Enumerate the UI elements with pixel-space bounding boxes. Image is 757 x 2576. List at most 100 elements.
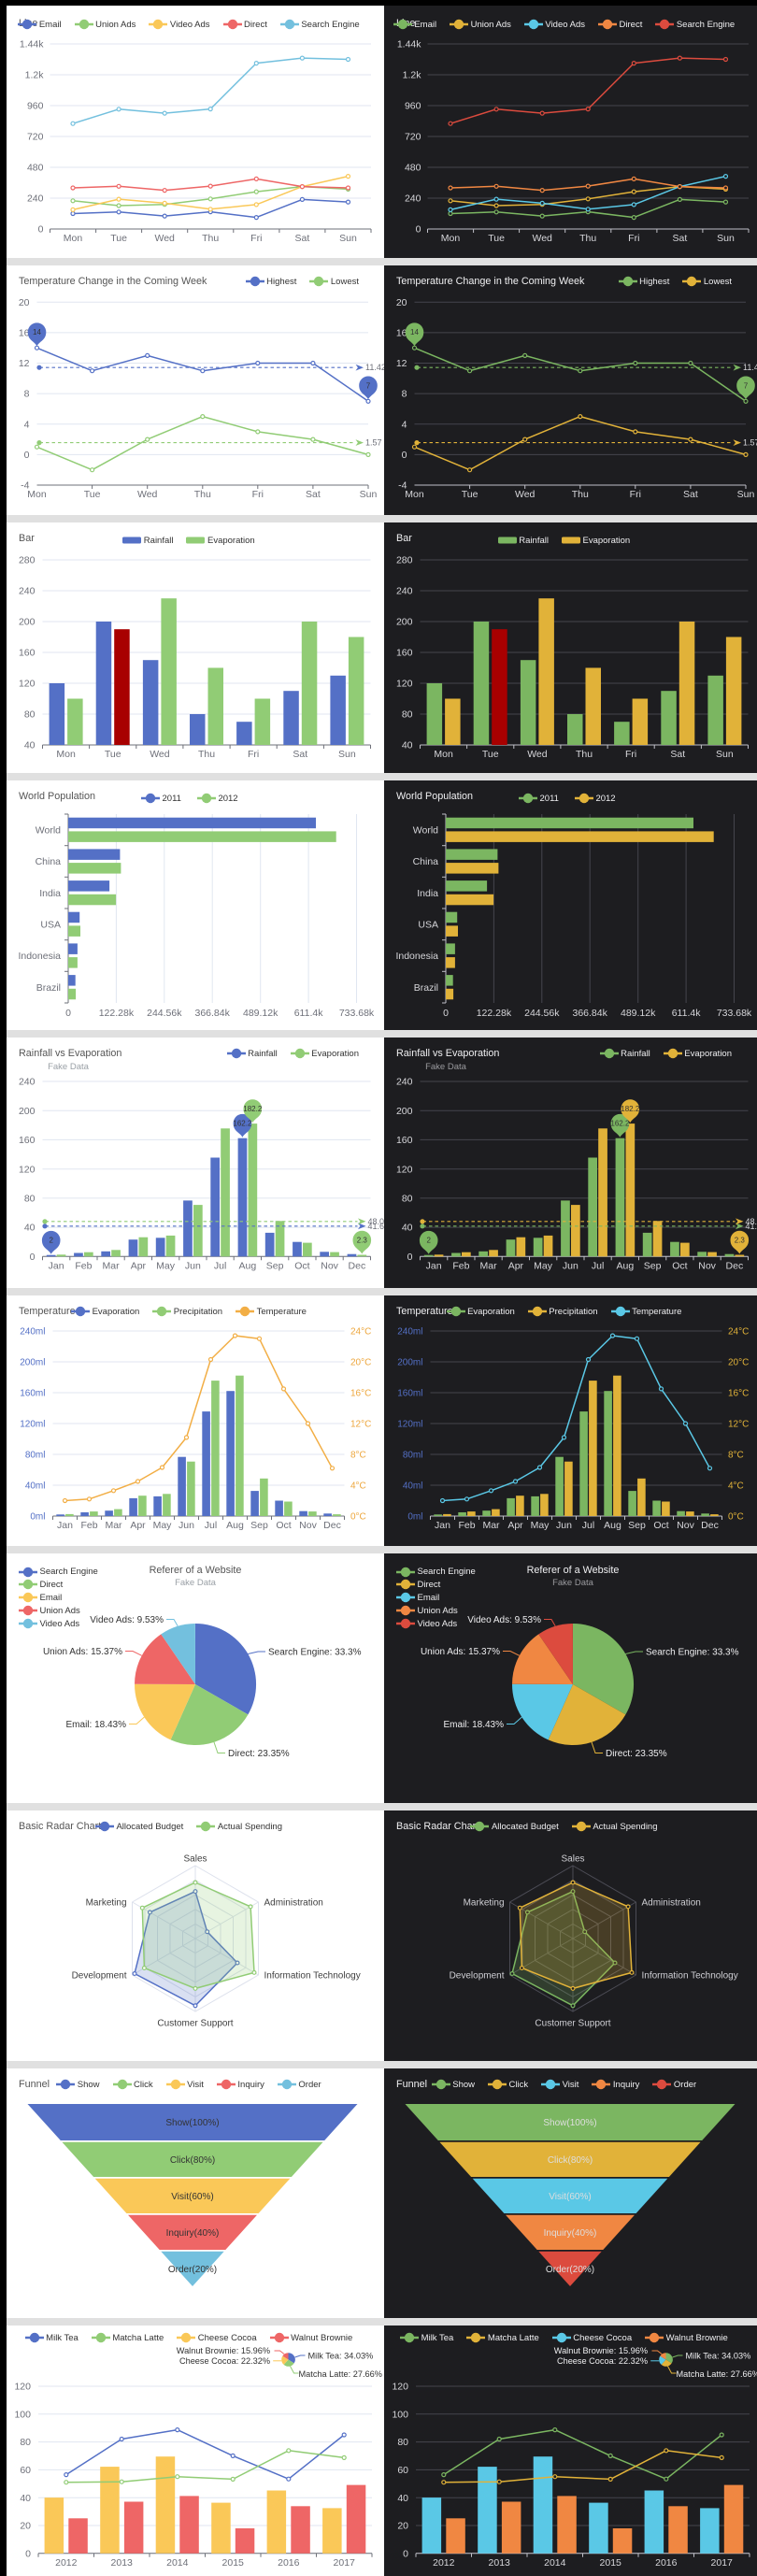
svg-text:20°C: 20°C: [350, 1358, 371, 1368]
svg-text:4: 4: [402, 419, 407, 430]
svg-text:489.12k: 489.12k: [621, 1008, 656, 1019]
svg-text:1.44k: 1.44k: [20, 39, 44, 50]
svg-text:Mar: Mar: [103, 1260, 121, 1271]
svg-text:20: 20: [397, 2521, 408, 2532]
svg-text:240ml: 240ml: [397, 1327, 422, 1338]
svg-text:Jan: Jan: [426, 1260, 442, 1271]
svg-text:Sep: Sep: [628, 1520, 646, 1531]
svg-text:733.68k: 733.68k: [717, 1008, 752, 1019]
svg-text:Click(80%): Click(80%): [548, 2155, 593, 2166]
svg-text:20°C: 20°C: [728, 1358, 749, 1368]
svg-text:Aug: Aug: [239, 1260, 257, 1271]
svg-text:Jan: Jan: [435, 1520, 450, 1531]
svg-text:Brazil: Brazil: [36, 982, 61, 994]
svg-text:Cheese Cocoa: 22.32%: Cheese Cocoa: 22.32%: [179, 2356, 270, 2366]
svg-text:Wed: Wed: [150, 749, 170, 760]
svg-text:Fri: Fri: [252, 489, 264, 500]
svg-text:Show(100%): Show(100%): [543, 2118, 596, 2128]
svg-text:2015: 2015: [600, 2557, 622, 2569]
svg-text:USA: USA: [40, 919, 61, 930]
svg-text:162.2: 162.2: [233, 1120, 252, 1128]
svg-text:China: China: [36, 856, 62, 867]
svg-text:Sales: Sales: [561, 1853, 584, 1864]
svg-text:Tue: Tue: [110, 233, 127, 244]
svg-text:2016: 2016: [278, 2557, 300, 2569]
svg-text:May: May: [153, 1520, 173, 1531]
svg-text:41.63: 41.63: [746, 1222, 757, 1231]
svg-text:733.68k: 733.68k: [339, 1008, 375, 1019]
svg-text:120ml: 120ml: [397, 1420, 422, 1430]
svg-text:Mon: Mon: [405, 489, 424, 500]
svg-text:Feb: Feb: [80, 1520, 97, 1531]
svg-text:40: 40: [24, 1223, 36, 1234]
svg-text:0: 0: [25, 2548, 31, 2559]
svg-text:Inquiry(40%): Inquiry(40%): [166, 2228, 220, 2239]
svg-text:Video Ads: 9.53%: Video Ads: 9.53%: [467, 1615, 541, 1625]
svg-text:4°C: 4°C: [728, 1481, 744, 1492]
svg-text:Brazil: Brazil: [414, 982, 438, 994]
svg-text:Oct: Oct: [294, 1260, 309, 1271]
svg-text:Walnut Brownie: 15.96%: Walnut Brownie: 15.96%: [554, 2346, 648, 2355]
svg-text:Fri: Fri: [628, 233, 639, 244]
svg-text:Apr: Apr: [507, 1520, 523, 1531]
svg-text:8: 8: [402, 389, 407, 400]
svg-text:Tue: Tue: [105, 749, 121, 760]
svg-text:160: 160: [19, 1135, 36, 1146]
svg-text:240ml: 240ml: [20, 1327, 45, 1338]
svg-text:122.28k: 122.28k: [99, 1008, 135, 1019]
svg-text:20: 20: [396, 297, 407, 308]
svg-text:Jan: Jan: [57, 1520, 73, 1531]
svg-text:Fri: Fri: [250, 233, 262, 244]
svg-text:Thu: Thu: [194, 489, 211, 500]
svg-text:World: World: [413, 824, 438, 836]
svg-text:Wed: Wed: [154, 233, 175, 244]
svg-text:611.4k: 611.4k: [294, 1008, 323, 1019]
svg-text:Jul: Jul: [592, 1260, 604, 1271]
svg-text:12°C: 12°C: [728, 1420, 749, 1430]
svg-text:160: 160: [19, 648, 36, 659]
svg-text:Fri: Fri: [625, 749, 636, 760]
svg-text:41.63: 41.63: [368, 1222, 385, 1231]
svg-text:2017: 2017: [711, 2557, 734, 2569]
svg-text:Oct: Oct: [672, 1260, 687, 1271]
svg-text:Jun: Jun: [563, 1260, 578, 1271]
svg-text:7: 7: [366, 381, 371, 390]
svg-text:80: 80: [402, 709, 413, 721]
svg-text:Nov: Nov: [698, 1260, 716, 1271]
svg-text:Thu: Thu: [198, 749, 215, 760]
svg-text:-4: -4: [21, 480, 29, 492]
svg-text:7: 7: [744, 381, 749, 390]
svg-text:40ml: 40ml: [403, 1481, 423, 1492]
svg-text:0: 0: [416, 224, 421, 236]
svg-text:Sun: Sun: [717, 233, 735, 244]
svg-text:1.57: 1.57: [743, 438, 757, 448]
svg-text:Marketing: Marketing: [86, 1897, 127, 1908]
svg-text:Aug: Aug: [226, 1520, 244, 1531]
svg-text:1.57: 1.57: [365, 438, 382, 448]
svg-text:480: 480: [405, 163, 421, 174]
svg-text:Sat: Sat: [293, 749, 307, 760]
svg-text:Sep: Sep: [266, 1260, 284, 1271]
svg-text:720: 720: [27, 132, 44, 143]
svg-text:Dec: Dec: [349, 1260, 366, 1271]
svg-text:24°C: 24°C: [728, 1327, 749, 1338]
svg-text:80: 80: [20, 2437, 31, 2448]
svg-text:Mar: Mar: [482, 1520, 500, 1531]
svg-text:960: 960: [27, 101, 44, 112]
svg-text:182.2: 182.2: [621, 1105, 640, 1113]
svg-text:Jan: Jan: [49, 1260, 64, 1271]
svg-text:Dec: Dec: [701, 1520, 719, 1531]
svg-text:Dec: Dec: [726, 1260, 744, 1271]
svg-text:Information Technology: Information Technology: [642, 1970, 738, 1981]
svg-text:2014: 2014: [166, 2557, 189, 2569]
svg-text:Wed: Wed: [515, 489, 536, 500]
svg-text:Jul: Jul: [205, 1520, 217, 1531]
svg-text:1.2k: 1.2k: [25, 70, 45, 81]
svg-text:2: 2: [49, 1237, 53, 1245]
svg-text:Sat: Sat: [673, 233, 688, 244]
svg-text:120: 120: [14, 2382, 31, 2393]
svg-text:48.07: 48.07: [368, 1217, 385, 1226]
svg-text:80: 80: [397, 2437, 408, 2448]
svg-text:200ml: 200ml: [397, 1358, 422, 1368]
svg-text:Sat: Sat: [670, 749, 685, 760]
